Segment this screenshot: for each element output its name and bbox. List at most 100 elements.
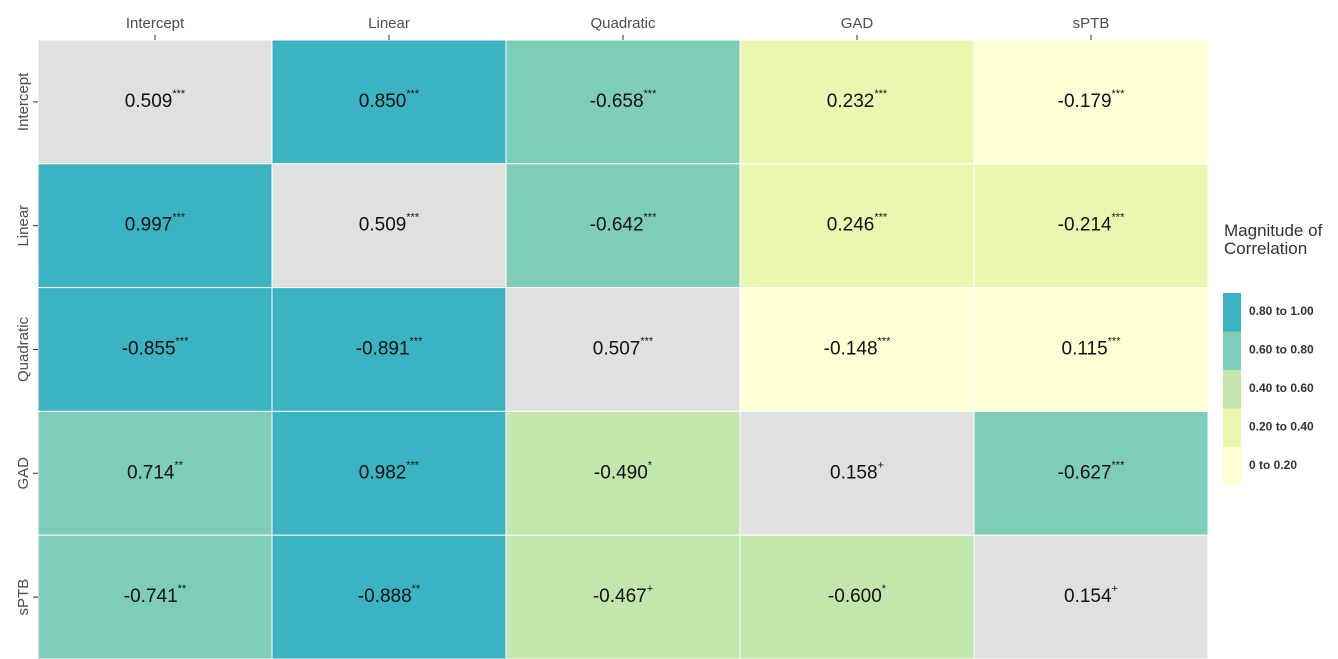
- cell-label: -0.888**: [358, 583, 421, 607]
- value-label: 0.507: [593, 339, 641, 360]
- cell: [505, 163, 741, 289]
- cell: [739, 534, 975, 659]
- cell-label: 0.997***: [125, 212, 186, 236]
- value-label: -0.490: [594, 462, 648, 483]
- cell: [739, 410, 975, 536]
- cell-label: 0.115***: [1062, 335, 1122, 359]
- y-tick-label: GAD: [15, 457, 32, 490]
- significance: ***: [644, 212, 658, 224]
- value-label: 0.246: [827, 215, 875, 236]
- legend-title: Magnitude of Correlation: [1224, 221, 1323, 258]
- x-tick-label: Linear: [368, 15, 410, 32]
- cell: [271, 163, 507, 289]
- cell: [973, 39, 1209, 165]
- value-label: -0.214: [1058, 215, 1112, 236]
- significance: ***: [1112, 212, 1126, 224]
- significance: ***: [406, 459, 420, 471]
- cell-label: -0.627***: [1058, 459, 1125, 483]
- value-label: 0.154: [1064, 586, 1112, 607]
- significance: ***: [172, 212, 186, 224]
- significance: *: [882, 583, 887, 595]
- value-label: 0.997: [125, 215, 173, 236]
- value-label: 0.714: [127, 462, 175, 483]
- cell-label: -0.490*: [594, 459, 653, 483]
- legend-title-line: Magnitude of: [1224, 221, 1323, 240]
- cell: [505, 39, 741, 165]
- significance: ***: [874, 212, 888, 224]
- significance: **: [178, 583, 187, 595]
- cell-label: -0.741**: [124, 583, 187, 607]
- cell-label: 0.154+: [1064, 583, 1118, 607]
- cell: [739, 39, 975, 165]
- cell: [271, 287, 507, 412]
- cell: [973, 410, 1209, 536]
- value-label: 0.158: [830, 462, 878, 483]
- significance: ***: [644, 88, 658, 100]
- value-label: -0.741: [124, 586, 178, 607]
- legend-title-line: Correlation: [1224, 239, 1307, 258]
- cell-label: -0.891***: [356, 335, 423, 359]
- cell-label: -0.214***: [1058, 212, 1125, 236]
- cell-label: 0.850***: [359, 88, 420, 112]
- cell: [739, 163, 975, 289]
- significance: **: [174, 459, 183, 471]
- value-label: -0.642: [590, 215, 644, 236]
- value-label: -0.658: [590, 91, 644, 112]
- cell-label: 0.232***: [827, 88, 888, 112]
- cell-label: -0.148***: [824, 335, 891, 359]
- legend-label: 0 to 0.20: [1249, 458, 1297, 472]
- value-label: -0.179: [1058, 91, 1112, 112]
- cell: [505, 534, 741, 659]
- cell: [973, 163, 1209, 289]
- x-tick-label: sPTB: [1073, 15, 1110, 32]
- legend-label: 0.40 to 0.60: [1249, 381, 1314, 395]
- value-label: 0.115: [1062, 339, 1108, 360]
- significance: ***: [1112, 459, 1126, 471]
- significance: ***: [406, 88, 420, 100]
- cell: [973, 534, 1209, 659]
- significance: ***: [406, 212, 420, 224]
- cell-label: 0.507***: [593, 335, 654, 359]
- legend-swatch: [1223, 447, 1241, 486]
- significance: ***: [640, 335, 654, 347]
- significance: ***: [1112, 88, 1126, 100]
- cell: [37, 287, 273, 412]
- legend-label: 0.20 to 0.40: [1249, 420, 1314, 434]
- value-label: -0.627: [1058, 462, 1112, 483]
- cell-label: 0.714**: [127, 459, 184, 483]
- cell-label: -0.600*: [828, 583, 887, 607]
- significance: ***: [1108, 335, 1122, 347]
- value-label: 0.982: [359, 462, 407, 483]
- value-label: -0.148: [824, 339, 878, 360]
- cell: [271, 410, 507, 536]
- significance: ***: [176, 335, 190, 347]
- legend-swatch: [1223, 331, 1241, 370]
- legend-swatch: [1223, 370, 1241, 409]
- significance: +: [647, 583, 653, 595]
- value-label: -0.467: [593, 586, 647, 607]
- value-label: -0.891: [356, 339, 410, 360]
- x-tick-label: Quadratic: [590, 15, 656, 32]
- significance: ***: [172, 88, 186, 100]
- cell-label: 0.158+: [830, 459, 884, 483]
- cell-label: -0.642***: [590, 212, 657, 236]
- legend-swatch: [1223, 293, 1241, 332]
- y-tick-label: sPTB: [15, 579, 32, 616]
- y-tick-label: Linear: [15, 205, 32, 247]
- cell-label: -0.179***: [1058, 88, 1125, 112]
- legend-label: 0.60 to 0.80: [1249, 343, 1314, 357]
- x-tick-label: Intercept: [126, 15, 185, 32]
- significance: +: [1112, 583, 1118, 595]
- significance: ***: [410, 335, 424, 347]
- cell: [973, 287, 1209, 412]
- cell: [37, 39, 273, 165]
- cell: [505, 287, 741, 412]
- value-label: 0.850: [359, 91, 407, 112]
- cell-label: 0.509***: [359, 212, 420, 236]
- cell: [271, 534, 507, 659]
- value-label: -0.600: [828, 586, 882, 607]
- cell-label: -0.467+: [593, 583, 653, 607]
- y-tick-label: Intercept: [15, 72, 32, 131]
- cell-label: 0.509***: [125, 88, 186, 112]
- cell-label: -0.658***: [590, 88, 657, 112]
